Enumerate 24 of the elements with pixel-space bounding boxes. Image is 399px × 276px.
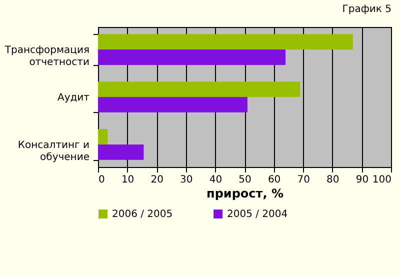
x-tick-label: 30 xyxy=(180,174,193,186)
x-axis-title: прирост, % xyxy=(206,186,284,200)
x-tick-label: 100 xyxy=(372,174,392,186)
x-tick-label: 20 xyxy=(150,174,164,186)
y-tick-label: Консалтинг и обучение xyxy=(18,140,90,163)
legend-label: 2005 / 2004 xyxy=(227,209,288,220)
bar xyxy=(98,82,300,97)
bar xyxy=(98,97,248,112)
x-tick-label: 60 xyxy=(268,174,281,186)
x-tick-label: 0 xyxy=(98,174,105,186)
y-tick-label: Трансформация отчетности xyxy=(4,45,90,68)
bar xyxy=(98,50,286,65)
x-tick-label: 90 xyxy=(356,174,369,186)
bar xyxy=(98,144,144,160)
bar xyxy=(98,34,353,50)
chart-title: График 5 xyxy=(342,4,392,15)
legend-label: 2006 / 2005 xyxy=(112,209,173,220)
y-tick-label: Аудит xyxy=(58,92,90,104)
x-tick-label: 70 xyxy=(297,174,310,186)
bar xyxy=(98,129,108,144)
x-tick-label: 10 xyxy=(121,174,134,186)
x-tick-label: 80 xyxy=(326,174,340,186)
x-tick-label: 40 xyxy=(209,174,222,186)
x-tick-label: 50 xyxy=(238,174,252,186)
